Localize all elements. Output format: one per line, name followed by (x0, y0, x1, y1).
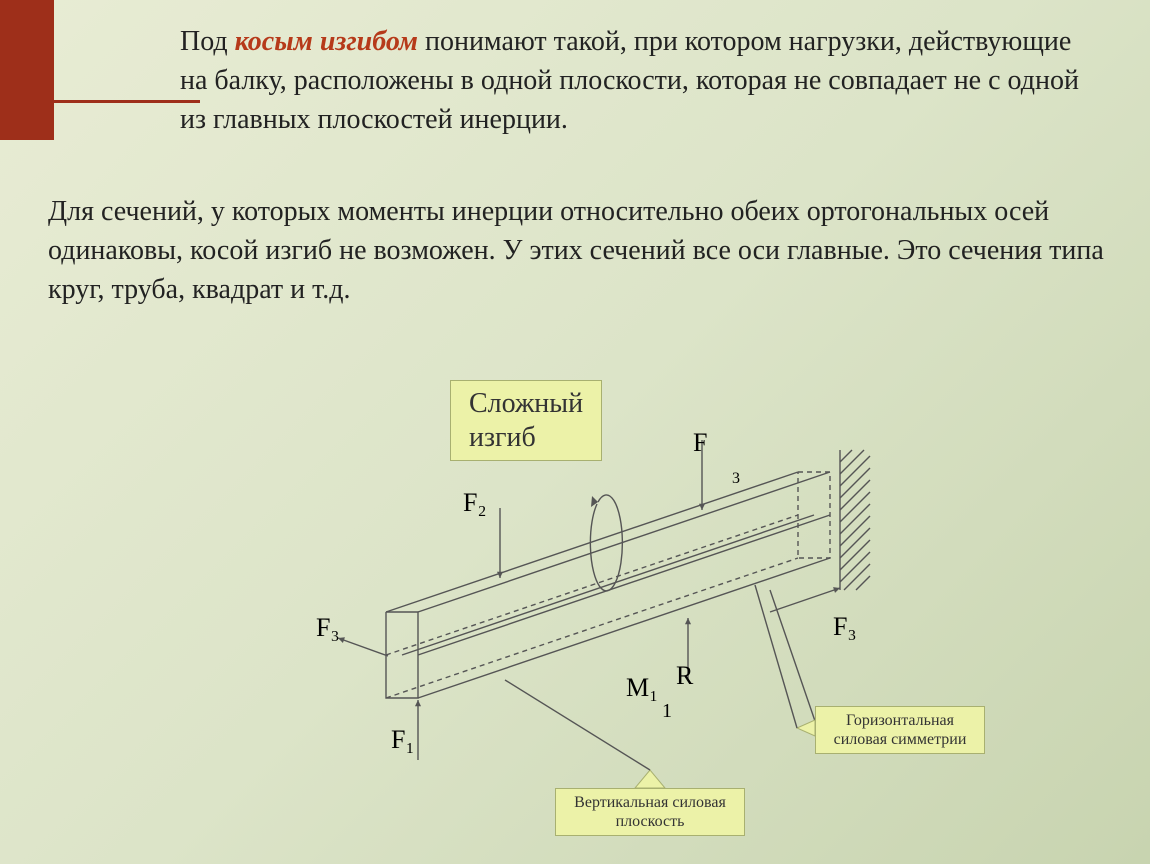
accent-line (0, 100, 200, 103)
label-sub1: 1 (662, 700, 672, 723)
label-F3-left: F₃ (316, 613, 340, 643)
para1-highlight: косым изгибом (235, 26, 418, 57)
callout-v-line2: плоскость (616, 813, 685, 830)
label-F2: F₂ (463, 488, 487, 518)
callout-v-line1: Вертикальная силовая (574, 794, 726, 811)
diagram-area: Сложный изгиб F F₂ F₃ F₃ F₁ M₁ R 1 3 Гор… (300, 380, 1020, 850)
para1-lead: Под (180, 26, 235, 57)
label-R: R (676, 661, 693, 691)
callout-horizontal: Горизонтальная силовая симметрии (815, 706, 985, 754)
explanation-paragraph: Для сечений, у которых моменты инерции о… (48, 192, 1108, 310)
label-F3-right: F₃ (833, 612, 857, 642)
label-F: F (693, 428, 707, 458)
callout-vertical: Вертикальная силовая плоскость (555, 788, 745, 836)
definition-paragraph: Под косым изгибом понимают такой, при ко… (180, 22, 1100, 140)
label-M1: M₁ (626, 673, 658, 703)
label-sub3: 3 (732, 470, 740, 488)
callout-h-line2: силовая симметрии (834, 731, 967, 748)
accent-bar (0, 0, 54, 140)
label-F1: F₁ (391, 725, 415, 755)
beam-diagram-svg (300, 380, 1020, 850)
callout-h-line1: Горизонтальная (846, 712, 954, 729)
